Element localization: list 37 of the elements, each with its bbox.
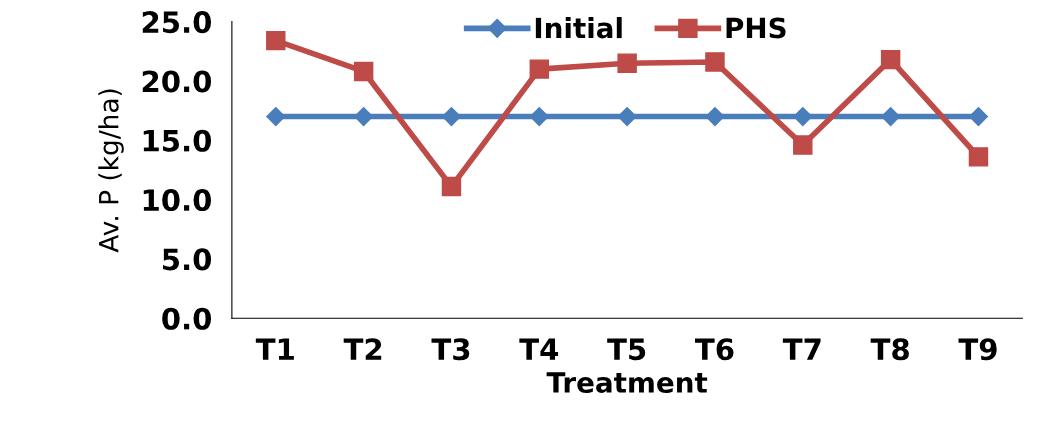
point [968,147,989,167]
y-tick-label: 25.0 [142,11,212,34]
point [793,107,813,127]
point [617,53,637,73]
x-tick-label: T4 [519,338,559,360]
x-tick-label: T9 [958,338,997,361]
x-tick-label: T1 [255,338,294,360]
point [705,107,725,127]
x-tick-label: T6 [695,338,734,361]
x-tick-label: T8 [870,338,909,361]
legend-label: PHS [726,17,786,39]
y-tick-label: 15.0 [143,129,212,152]
point [881,107,901,127]
x-tick-label: T7 [782,338,821,360]
x-axis-title: Treatment [546,372,708,393]
point [354,107,374,127]
point [968,107,988,127]
x-tick-label: T5 [607,338,646,361]
point [266,30,286,51]
point [880,49,901,70]
point [353,61,374,82]
point [529,107,549,127]
point [793,135,813,155]
point [441,176,462,197]
y-tick-label: 5.0 [163,248,212,271]
x-tick-label: T2 [343,338,382,360]
y-tick-label: 20.0 [142,70,212,93]
point [529,59,550,79]
x-tick-label: T3 [431,338,470,361]
point [266,107,286,127]
point [617,107,637,127]
y-tick-label: 10.0 [143,189,212,212]
legend-label: Initial [535,16,622,39]
y-axis-title: Av. P (kg/ha) [98,89,124,253]
point [441,107,461,127]
y-tick-label: 0.0 [162,307,212,330]
point [705,52,725,72]
